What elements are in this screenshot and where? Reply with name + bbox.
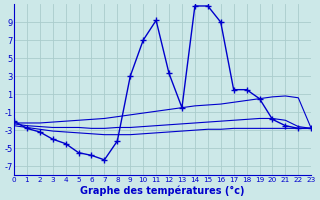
X-axis label: Graphe des températures (°c): Graphe des températures (°c) [80, 185, 245, 196]
